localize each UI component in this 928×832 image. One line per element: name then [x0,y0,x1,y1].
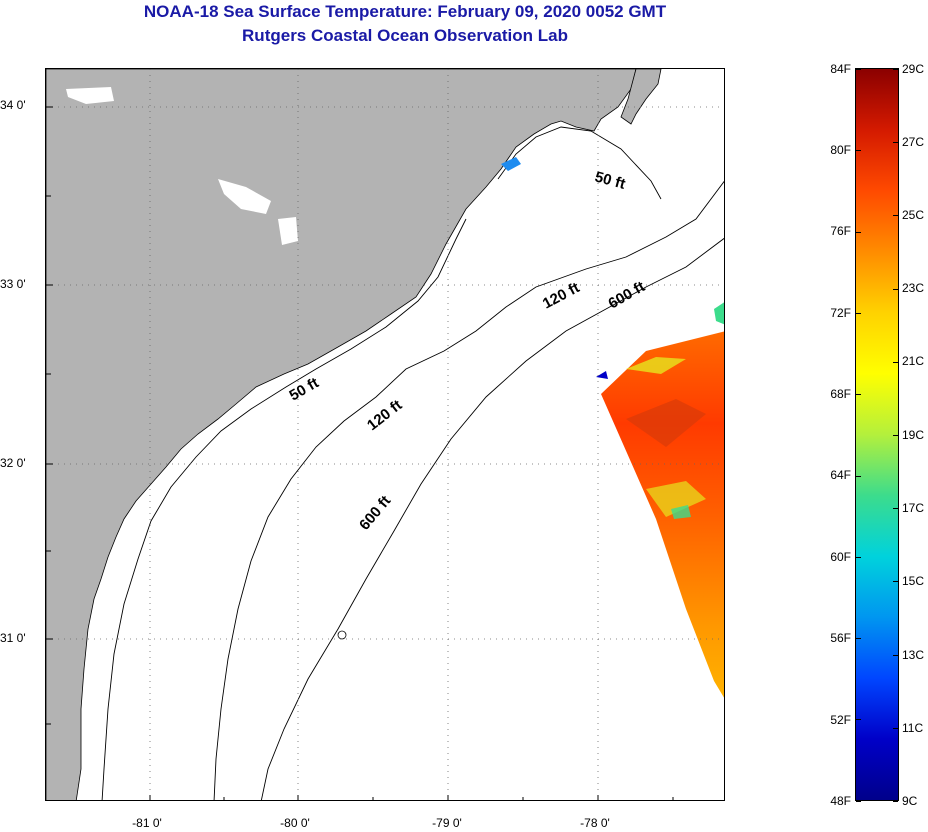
colorbar-label-c: 23C [902,281,925,295]
colorbar-label-c: 25C [902,208,925,222]
sst-patch [626,357,686,374]
lat-label: 32 0' [0,456,26,470]
lat-label: 31 0' [0,631,26,645]
colorbar-tick [856,638,861,640]
colorbar-label-f: 56F [830,631,851,645]
colorbar-tick [856,69,861,70]
colorbar-tick [893,215,898,217]
colorbar-tick [893,508,898,510]
colorbar-tick [893,727,898,729]
sst-patch [626,399,706,447]
colorbar-tick [856,556,861,558]
lon-label: -79 0' [432,816,462,830]
lon-label: -81 0' [132,816,162,830]
sst-patch [646,481,706,517]
sst-swath [601,331,724,698]
colorbar-tick [856,394,861,396]
colorbar-label-c: 19C [902,428,925,442]
colorbar-label-f: 68F [830,387,851,401]
sst-patch-cold [501,157,521,171]
map-title: NOAA-18 Sea Surface Temperature: Februar… [143,2,667,21]
colorbar-label-c: 15C [902,574,925,588]
sst-patch-cold [596,371,608,379]
colorbar-label-c: 11C [902,721,924,735]
colorbar-label-f: 80F [830,143,851,157]
colorbar-tick [893,581,898,583]
isobath-label: 50 ft [287,374,322,404]
lake [66,87,114,104]
isobath-120ft [213,180,724,800]
colorbar-label-f: 48F [830,794,851,808]
lon-label: -78 0' [580,816,610,830]
colorbar-label-f: 64F [830,468,851,482]
isobath-50ft [101,126,662,800]
colorbar-label-c: 29C [902,62,925,76]
isobath-label: 600 ft [356,493,394,534]
isobath-label: 120 ft [364,397,405,435]
seamount-contour [337,630,347,640]
tick-marks [46,106,674,800]
temperature-colorbar [855,68,899,802]
colorbar-tick [893,801,898,802]
colorbar-label-c: 17C [902,501,925,515]
colorbar-label-c: 21C [902,354,925,368]
map-subtitle: Rutgers Coastal Ocean Observation Lab [242,26,568,45]
lat-label: 34 0' [0,98,26,112]
colorbar-tick [893,69,898,70]
colorbar-tick [893,654,898,656]
sst-patch-edge [714,302,724,325]
sst-patch [671,505,691,519]
colorbar-label-c: 27C [902,135,925,149]
map-canvas: 50 ft 50 ft 120 ft 120 ft 600 ft 600 ft [46,69,724,800]
colorbar-tick [856,475,861,477]
land-mass [46,69,637,800]
isobath-label: 120 ft [540,279,583,312]
grid-lines [46,69,724,800]
colorbar-tick [856,150,861,152]
colorbar-label-c: 9C [902,794,918,808]
colorbar-label-f: 60F [830,550,851,564]
colorbar-label-f: 52F [830,713,851,727]
colorbar-tick [893,142,898,144]
sst-map: 50 ft 50 ft 120 ft 120 ft 600 ft 600 ft [45,68,725,801]
colorbar-tick [856,719,861,721]
colorbar-tick [893,435,898,436]
colorbar-label-f: 84F [830,62,851,76]
colorbar-tick [856,231,861,233]
colorbar-tick [856,800,861,802]
lat-label: 33 0' [0,277,26,291]
colorbar-tick [893,361,898,363]
colorbar-tick [856,312,861,314]
colorbar-label-f: 72F [830,306,851,320]
lake [278,217,298,245]
isobath-label: 600 ft [606,278,648,312]
colorbar-label-f: 76F [830,224,851,238]
colorbar-tick [893,288,898,290]
lake [218,179,271,214]
land-patch-ne [620,69,662,125]
isobath-600ft [260,237,724,800]
lon-label: -80 0' [280,816,310,830]
colorbar-label-c: 13C [902,648,925,662]
